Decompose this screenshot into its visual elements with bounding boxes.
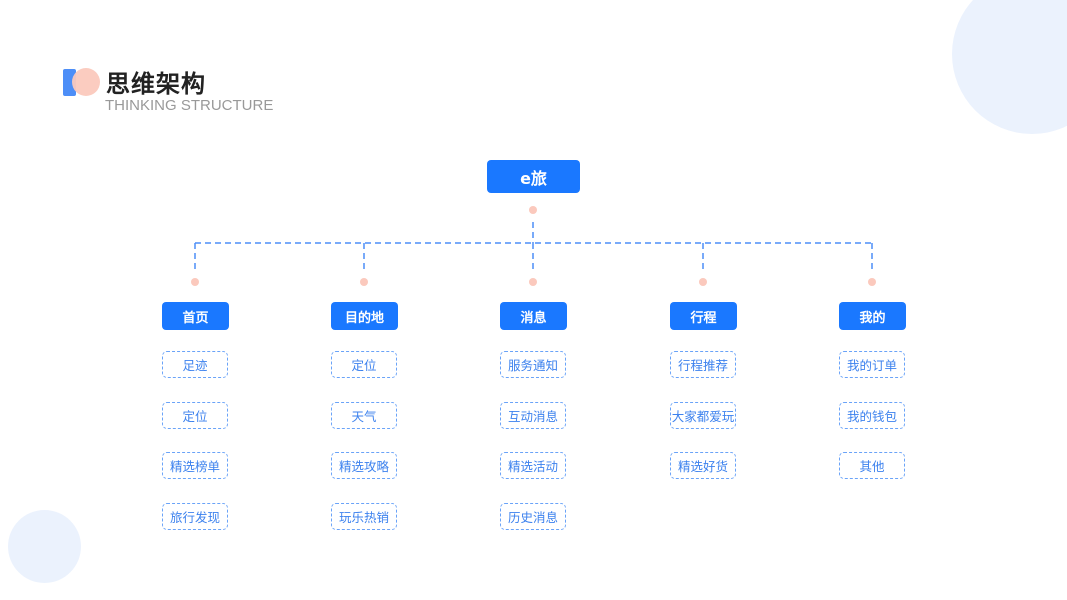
leaf-node: 互动消息 <box>500 401 566 429</box>
category-node: 首页 <box>162 302 229 330</box>
category-node: 行程 <box>670 302 737 330</box>
leaf-node: 旅行发现 <box>162 502 228 530</box>
decor-circle-bottom-left <box>8 510 81 583</box>
leaf-node: 足迹 <box>162 351 228 378</box>
leaf-node: 历史消息 <box>500 502 566 530</box>
leaf-node: 我的钱包 <box>839 401 905 429</box>
category-node: 目的地 <box>331 302 398 330</box>
leaf-node: 其他 <box>839 452 905 479</box>
leaf-node: 玩乐热销 <box>331 502 397 530</box>
logo-dot-icon <box>72 68 100 96</box>
leaf-node: 行程推荐 <box>670 351 736 378</box>
category-node: 消息 <box>500 302 567 330</box>
page-title: 思维架构 <box>106 70 206 98</box>
leaf-node: 我的订单 <box>839 351 905 378</box>
branch-dot <box>868 278 876 286</box>
leaf-node: 天气 <box>331 401 397 429</box>
category-node: 我的 <box>839 302 906 330</box>
page-subtitle: THINKING STRUCTURE <box>105 97 274 114</box>
leaf-node: 定位 <box>331 351 397 378</box>
branch-dot <box>699 278 707 286</box>
leaf-node: 大家都爱玩 <box>670 401 736 429</box>
leaf-node: 服务通知 <box>500 351 566 378</box>
leaf-node: 定位 <box>162 401 228 429</box>
leaf-node: 精选好货 <box>670 452 736 479</box>
leaf-node: 精选榜单 <box>162 452 228 479</box>
branch-dot <box>360 278 368 286</box>
branch-dot <box>529 278 537 286</box>
branch-dot <box>191 278 199 286</box>
leaf-node: 精选活动 <box>500 452 566 479</box>
root-node: e旅 <box>487 160 580 193</box>
leaf-node: 精选攻略 <box>331 452 397 479</box>
root-dot <box>529 206 537 214</box>
